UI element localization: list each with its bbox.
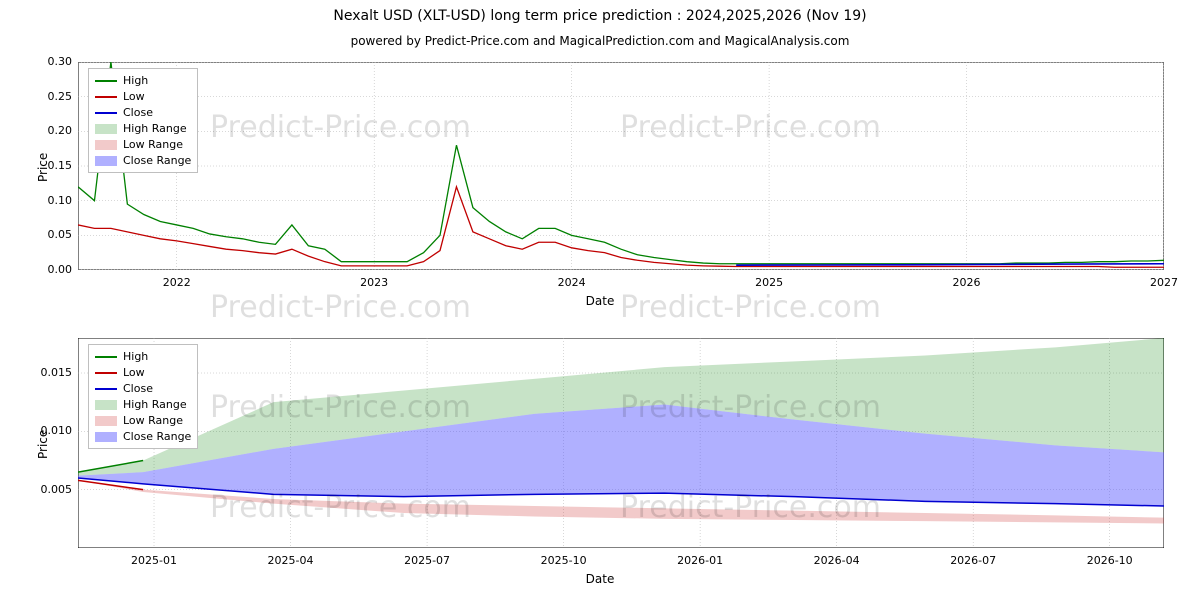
- legend-label: High Range: [123, 397, 187, 413]
- legend-label: Low: [123, 365, 145, 381]
- xtick-label: 2026-01: [666, 554, 734, 567]
- xtick-label: 2027: [1139, 276, 1189, 289]
- chart-top-svg: [78, 62, 1164, 270]
- chart-bottom-svg: [78, 338, 1164, 548]
- xtick-label: 2026-07: [939, 554, 1007, 567]
- legend-label: High Range: [123, 121, 187, 137]
- legend-entry: Close: [95, 381, 191, 397]
- legend-label: Close Range: [123, 429, 191, 445]
- legend-label: Low Range: [123, 413, 183, 429]
- chart-bottom-xlabel: Date: [0, 572, 1200, 586]
- legend-top: HighLowCloseHigh RangeLow RangeClose Ran…: [88, 68, 198, 173]
- xtick-label: 2026-10: [1076, 554, 1144, 567]
- legend-entry: High Range: [95, 121, 191, 137]
- legend-entry: High: [95, 73, 191, 89]
- ytick-label: 0.005: [28, 483, 72, 496]
- ytick-label: 0.10: [32, 194, 72, 207]
- xtick-label: 2025-07: [393, 554, 461, 567]
- xtick-label: 2022: [152, 276, 202, 289]
- legend-entry: High: [95, 349, 191, 365]
- xtick-label: 2025-04: [257, 554, 325, 567]
- ytick-label: 0.15: [32, 159, 72, 172]
- ytick-label: 0.25: [32, 90, 72, 103]
- ytick-label: 0.05: [32, 228, 72, 241]
- legend-label: High: [123, 73, 148, 89]
- figure: Nexalt USD (XLT-USD) long term price pre…: [0, 0, 1200, 600]
- chart-top: HighLowCloseHigh RangeLow RangeClose Ran…: [78, 62, 1164, 270]
- xtick-label: 2024: [547, 276, 597, 289]
- legend-label: Low Range: [123, 137, 183, 153]
- chart-bottom: HighLowCloseHigh RangeLow RangeClose Ran…: [78, 338, 1164, 548]
- legend-entry: Close Range: [95, 429, 191, 445]
- legend-label: Close Range: [123, 153, 191, 169]
- legend-entry: High Range: [95, 397, 191, 413]
- legend-entry: Low Range: [95, 137, 191, 153]
- legend-entry: Low Range: [95, 413, 191, 429]
- ytick-label: 0.30: [32, 55, 72, 68]
- legend-label: Close: [123, 105, 153, 121]
- legend-label: High: [123, 349, 148, 365]
- xtick-label: 2023: [349, 276, 399, 289]
- figure-title: Nexalt USD (XLT-USD) long term price pre…: [0, 8, 1200, 24]
- legend-label: Low: [123, 89, 145, 105]
- ytick-label: 0.20: [32, 124, 72, 137]
- legend-label: Close: [123, 381, 153, 397]
- legend-bottom: HighLowCloseHigh RangeLow RangeClose Ran…: [88, 344, 198, 449]
- xtick-label: 2025-01: [120, 554, 188, 567]
- xtick-label: 2025: [744, 276, 794, 289]
- xtick-label: 2026: [942, 276, 992, 289]
- ytick-label: 0.010: [28, 424, 72, 437]
- legend-entry: Close: [95, 105, 191, 121]
- xtick-label: 2026-04: [803, 554, 871, 567]
- legend-entry: Low: [95, 89, 191, 105]
- ytick-label: 0.00: [32, 263, 72, 276]
- chart-top-xlabel: Date: [0, 294, 1200, 308]
- legend-entry: Close Range: [95, 153, 191, 169]
- figure-subtitle: powered by Predict-Price.com and Magical…: [0, 34, 1200, 48]
- ytick-label: 0.015: [28, 366, 72, 379]
- legend-entry: Low: [95, 365, 191, 381]
- xtick-label: 2025-10: [530, 554, 598, 567]
